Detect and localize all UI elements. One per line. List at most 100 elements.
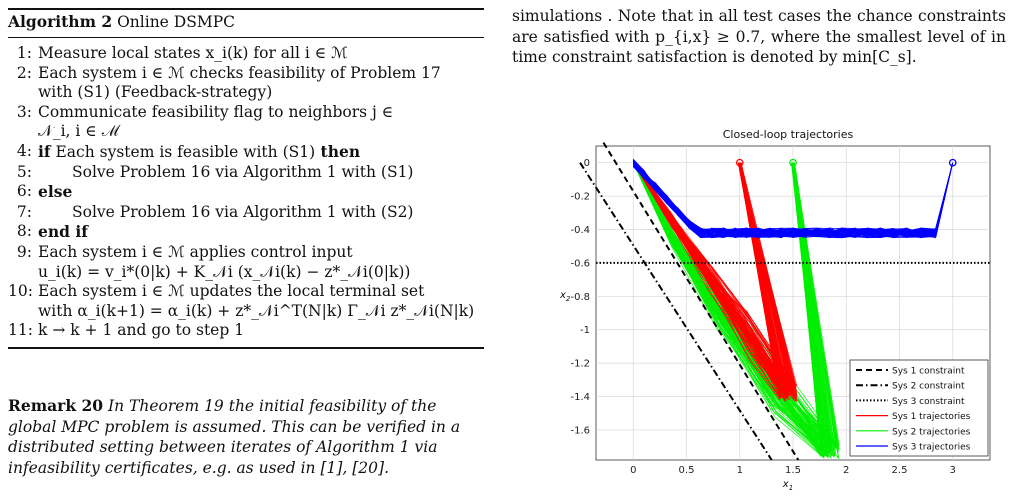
algorithm-step: with α_i(k+1) = α_i(k) + z*_𝒩i^T(N|k) Γ_… (8, 302, 484, 322)
step-number: 8: (16, 222, 32, 241)
algorithm-step: 4: if Each system is feasible with (S1) t… (8, 142, 484, 163)
trajectory-line (633, 160, 954, 238)
y-tick-label: 0 (584, 158, 590, 169)
trajectory-chart: Closed-loop trajectories 0 0.5 1 1.5 2 2.5 3 0 -… (559, 128, 991, 490)
constraint-line-2 (579, 162, 773, 461)
legend: Sys 1 constraint Sys 2 constraint Sys 3 co… (849, 359, 989, 457)
step-number: 7: (16, 202, 32, 221)
step-number: 5: (16, 162, 32, 181)
step-text: else (38, 182, 73, 202)
algorithm-step: 1: Measure local states x_i(k) for all i … (8, 44, 484, 64)
algorithm-steps: 1: Measure local states x_i(k) for all i … (8, 44, 484, 341)
step-number (8, 83, 38, 103)
algorithm-step: 3: Communicate feasibility flag to neighb… (8, 103, 484, 123)
legend-label: Sys 1 trajectories (892, 412, 971, 422)
x-tick-label: 3 (950, 465, 956, 476)
step-number (8, 302, 38, 322)
remark: Remark 20 In Theorem 19 the initial feas… (8, 396, 484, 478)
algorithm-label: Algorithm 2 (8, 12, 113, 31)
step-text: Solve Problem 16 via Algorithm 1 with (S… (72, 202, 414, 221)
algorithm-bottom-rule (8, 346, 484, 349)
step-text: with α_i(k+1) = α_i(k) + z*_𝒩i^T(N|k) Γ_… (38, 301, 475, 320)
algorithm-step: u_i(k) = v_i*(0|k) + K_𝒩i (x_𝒩i(k) − z*_… (8, 263, 484, 283)
legend-label: Sys 2 trajectories (892, 427, 971, 437)
step-number: 6: (16, 182, 32, 201)
step-number: 1: (16, 44, 32, 62)
remark-label: Remark 20 (8, 396, 104, 415)
trajectory-line (633, 162, 787, 395)
step-text: u_i(k) = v_i*(0|k) + K_𝒩i (x_𝒩i(k) − z*_… (38, 262, 411, 281)
tick-labels: 0 0.5 1 1.5 2 2.5 3 0 -0.2 -0.4 -0.6 -0.8 -1 -1.2 -1.4… (570, 158, 955, 476)
algorithm-mid-rule (8, 37, 484, 38)
algorithm-step: 2: Each system i ∈ ℳ checks feasibility o… (8, 64, 484, 84)
step-number (8, 263, 38, 283)
y-tick-label: -0.2 (570, 192, 590, 203)
legend-label: Sys 3 trajectories (892, 443, 971, 453)
step-text: if Each system is feasible with (S1) the… (38, 141, 361, 161)
step-number: 10: (8, 282, 33, 301)
x-tick-label: 2.5 (892, 465, 908, 476)
y-axis-label: x2 (559, 290, 571, 303)
remark-text: In Theorem 19 the initial feasibility of… (8, 397, 461, 477)
y-label-sub: 2 (566, 295, 571, 303)
y-label-main: x (559, 290, 566, 301)
algorithm-top-rule (8, 8, 484, 10)
y-tick-label: -1.6 (570, 425, 590, 436)
algorithm-step: 7: Solve Problem 16 via Algorithm 1 with … (8, 203, 484, 223)
x-tick-label: 0 (630, 465, 636, 476)
step-text: Measure local states x_i(k) for all i ∈ … (38, 44, 348, 62)
constraint-lines (579, 142, 990, 461)
step-text: k → k + 1 and go to step 1 (38, 321, 245, 340)
x-tick-label: 1.5 (785, 465, 801, 476)
x-tick-label: 2 (843, 465, 849, 476)
y-tick-label: -1.4 (570, 392, 590, 403)
x-axis-label: x1 (782, 479, 793, 490)
y-tick-label: -1.2 (570, 359, 590, 370)
legend-label: Sys 1 constraint (892, 367, 965, 377)
step-number: 9: (16, 242, 32, 261)
x-tick-label: 0.5 (679, 465, 695, 476)
trajectory-line (633, 160, 954, 238)
step-text: Each system i ∈ ℳ checks feasibility of … (38, 63, 441, 82)
trajectory-line (632, 162, 832, 451)
step-number: 11: (8, 321, 33, 340)
x-label-main: x (782, 479, 789, 490)
trajectory-line (633, 162, 786, 400)
step-number: 2: (16, 63, 32, 82)
trajectory-line (632, 162, 825, 453)
trajectory-line (633, 162, 954, 238)
algorithm-step: 9: Each system i ∈ ℳ applies control inpu… (8, 243, 484, 263)
legend-label: Sys 3 constraint (892, 397, 965, 407)
step-text: with (S1) (Feedback-strategy) (38, 83, 273, 102)
algorithm-step: 5: Solve Problem 16 via Algorithm 1 with … (8, 163, 484, 183)
algorithm-step: 10: Each system i ∈ ℳ updates the local t… (8, 282, 484, 302)
y-tick-label: -1 (580, 325, 590, 336)
start-marker (948, 158, 957, 167)
step-text: 𝒩_i, i ∈ ℳ (38, 122, 120, 141)
y-tick-label: -0.8 (570, 292, 590, 303)
algorithm-step: 𝒩_i, i ∈ ℳ (8, 122, 484, 142)
step-number: 4: (16, 141, 32, 160)
step-text: Each system i ∈ ℳ applies control input (38, 242, 353, 261)
trajectory-line (633, 162, 782, 386)
series-1-trajectories (632, 158, 798, 402)
chart-title: Closed-loop trajectories (723, 128, 854, 141)
trajectory-line (632, 162, 822, 456)
trajectory-line (632, 162, 835, 458)
step-text: Communicate feasibility flag to neighbor… (38, 102, 394, 121)
step-text: Solve Problem 16 via Algorithm 1 with (S… (72, 162, 414, 181)
algorithm-name: Online DSMPC (117, 13, 235, 31)
step-text: end if (38, 222, 88, 242)
step-text: Each system i ∈ ℳ updates the local term… (38, 282, 425, 301)
step-number (8, 122, 38, 142)
legend-box (849, 359, 989, 457)
legend-label: Sys 2 constraint (892, 382, 965, 392)
start-marker (735, 158, 744, 167)
algorithm-step: 11: k → k + 1 and go to step 1 (8, 321, 484, 341)
y-tick-label: -0.4 (570, 225, 590, 236)
y-tick-label: -0.6 (570, 258, 590, 269)
constraint-line-1 (602, 142, 800, 461)
trajectory-line (632, 162, 831, 454)
x-tick-label: 1 (737, 465, 743, 476)
algorithm-step: 8: end if (8, 222, 484, 243)
